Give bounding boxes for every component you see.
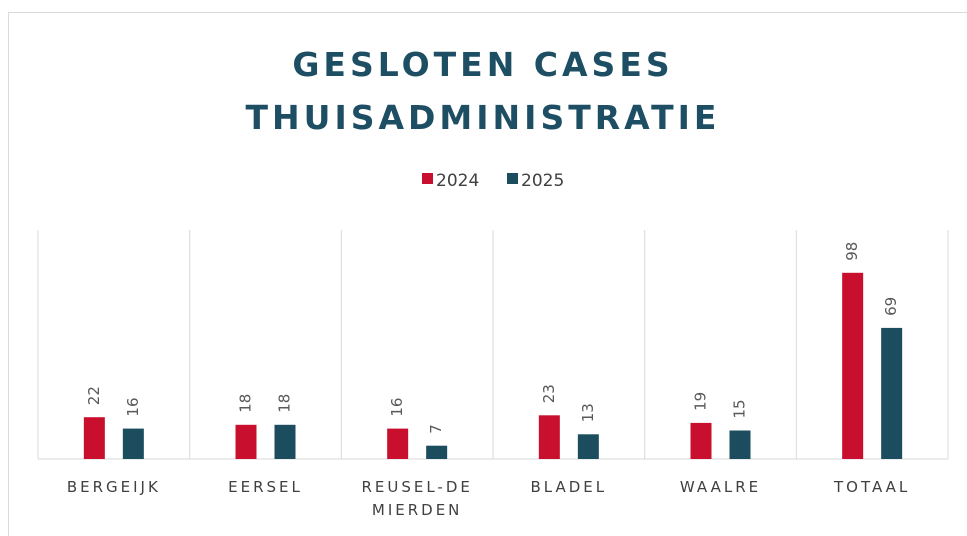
- value-label: 98: [843, 242, 861, 261]
- value-label: 13: [579, 403, 597, 422]
- value-label: 22: [85, 386, 103, 405]
- bar: [881, 327, 903, 459]
- x-tick-label: EERSEL: [228, 478, 303, 496]
- x-tick-label: TOTAAL: [834, 478, 911, 496]
- bar: [538, 415, 560, 459]
- bar: [690, 422, 712, 459]
- chart-frame: [8, 12, 967, 536]
- value-label: 7: [427, 424, 445, 434]
- legend-swatch: [507, 173, 518, 184]
- bar: [235, 424, 257, 459]
- value-label: 18: [276, 394, 294, 413]
- bar: [729, 430, 751, 459]
- x-tick-label: BERGEIJK: [66, 478, 161, 496]
- legend-label: 2025: [521, 171, 564, 191]
- value-label: 16: [388, 398, 406, 417]
- value-label: 69: [882, 297, 900, 316]
- value-label: 16: [124, 398, 142, 417]
- value-label: 23: [540, 384, 558, 403]
- bar: [577, 434, 599, 459]
- bar: [122, 428, 144, 459]
- value-label: 18: [237, 394, 255, 413]
- x-tick-label: BLADEL: [530, 478, 608, 496]
- value-label: 19: [692, 392, 710, 411]
- bar: [426, 445, 448, 459]
- legend-label: 2024: [436, 171, 479, 191]
- bar: [274, 424, 296, 459]
- x-tick-label: REUSEL-DE MIERDEN: [361, 478, 473, 519]
- x-tick-label: WAALRE: [679, 478, 762, 496]
- bar: [83, 417, 105, 459]
- bar: [842, 272, 864, 459]
- legend-swatch: [422, 173, 433, 184]
- chart-title: GESLOTEN CASES THUISADMINISTRATIE: [245, 45, 721, 137]
- value-label: 15: [731, 399, 749, 418]
- bar: [387, 428, 409, 459]
